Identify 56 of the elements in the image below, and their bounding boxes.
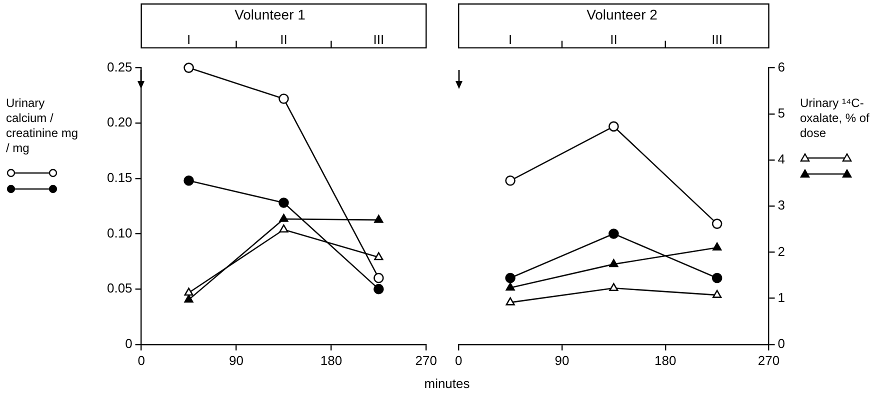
point (506, 297, 515, 306)
x-axis-title: minutes (423, 376, 471, 391)
point (374, 252, 384, 260)
text: II (280, 32, 288, 47)
point (184, 62, 194, 73)
y-tick-label: 0.05 (106, 280, 132, 296)
x-tick-label: 180 (320, 352, 342, 368)
y2-axis-title: Urinary ¹⁴C-oxalate, % of dose (800, 96, 870, 141)
text: III (712, 32, 722, 47)
point (505, 272, 516, 284)
x-tick-label: 90 (554, 352, 570, 368)
y2-tick-label: 1 (778, 290, 786, 305)
y-tick-label: 0.25 (106, 59, 132, 74)
point (279, 224, 288, 233)
text: I (186, 32, 191, 47)
y2-tick-label: 5 (778, 105, 786, 120)
point (184, 288, 194, 296)
text: III (373, 32, 384, 47)
x-tick-label: 270 (758, 352, 780, 368)
y2-tick-label: 0 (778, 336, 786, 351)
point (712, 218, 722, 229)
point (712, 272, 722, 284)
point (712, 290, 722, 298)
point (609, 283, 618, 292)
point (278, 198, 289, 208)
y2-tick-label: 3 (778, 198, 786, 213)
x-tick-label: 90 (229, 352, 244, 368)
text: I (508, 32, 512, 47)
point (184, 294, 194, 303)
y-tick-label: 0.15 (106, 170, 132, 186)
y2-tick-label: 4 (778, 152, 786, 167)
point (278, 94, 289, 104)
x-tick-label: 0 (138, 352, 145, 368)
point (184, 176, 194, 186)
x-tick-label: 270 (415, 352, 438, 368)
point (374, 272, 384, 284)
point (609, 259, 618, 268)
point (374, 284, 384, 294)
point (608, 228, 619, 239)
y2-tick-label: 6 (778, 59, 786, 74)
y-tick-label: 0.20 (106, 114, 132, 130)
chart-title: Volunteer 2 (586, 6, 658, 22)
text: II (610, 32, 618, 47)
chart-title: Volunteer 1 (234, 6, 306, 22)
y-tick-label: 0.10 (106, 225, 132, 240)
point (712, 242, 722, 250)
y2-tick-label: 2 (778, 244, 786, 259)
point (279, 214, 288, 222)
point (505, 176, 516, 186)
point (506, 282, 515, 291)
point (608, 121, 619, 132)
y-axis-title: Urinary calcium / creatinine mg / mg (6, 96, 80, 156)
x-tick-label: 180 (654, 352, 676, 368)
y-tick-label: 0 (125, 336, 132, 351)
point (374, 214, 384, 223)
x-tick-label: 0 (455, 352, 462, 368)
